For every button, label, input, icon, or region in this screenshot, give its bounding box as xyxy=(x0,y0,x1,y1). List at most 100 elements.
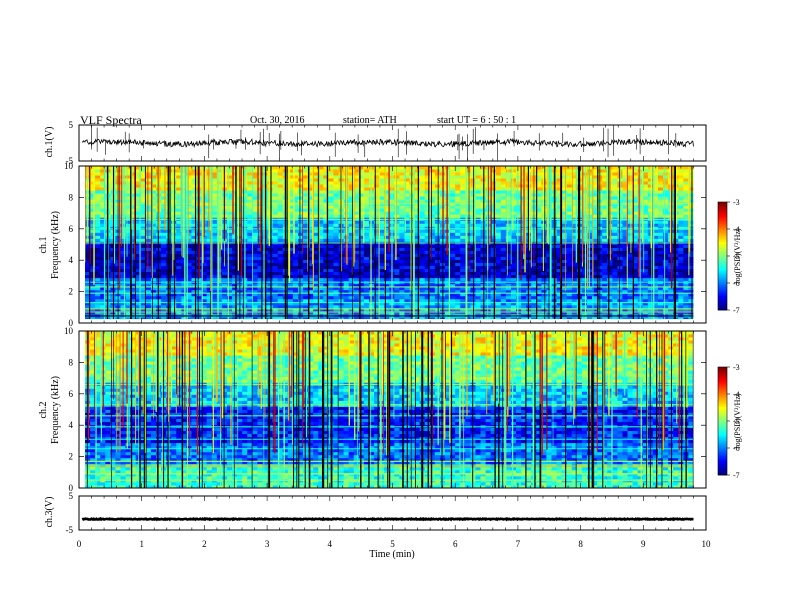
spectrogram-cell xyxy=(668,292,674,297)
spectrogram-cell xyxy=(140,292,147,297)
spectrogram-cell xyxy=(592,265,598,270)
spectrogram-cell xyxy=(414,232,421,236)
spectrogram-cell xyxy=(652,283,659,288)
spectrogram-cell xyxy=(510,256,517,260)
spectrogram-cell xyxy=(90,307,96,312)
spectrogram-cell xyxy=(470,220,476,224)
spectrogram-cell xyxy=(85,274,91,279)
spectrogram-cell xyxy=(561,256,568,260)
spectrogram-cell xyxy=(379,226,385,230)
spectrogram-cell xyxy=(252,289,258,294)
spectrogram-cell xyxy=(100,205,106,209)
spectrogram-cell xyxy=(612,235,618,239)
spectrogram-cell xyxy=(470,250,476,254)
spectrogram-cell xyxy=(632,238,639,242)
spectrogram-cell xyxy=(186,310,192,315)
spectrogram-cell xyxy=(515,247,522,251)
spectrogram-cell xyxy=(323,253,329,257)
spectrogram-cell xyxy=(450,307,456,312)
spectrogram-cell xyxy=(455,205,461,209)
spectrogram-cell xyxy=(308,232,314,236)
spectrogram-cell xyxy=(485,256,492,260)
spectrogram-cell xyxy=(445,271,451,276)
spectrogram-cell xyxy=(445,307,451,312)
spectrogram-cell xyxy=(125,235,132,239)
spectrogram-cell xyxy=(196,289,203,294)
spectrogram-cell xyxy=(201,259,208,264)
spectrogram-cell xyxy=(384,295,390,300)
spectrogram-cell xyxy=(95,298,101,303)
spectrogram-cell xyxy=(627,208,634,212)
spectrogram-cell xyxy=(140,256,147,260)
spectrogram-cell xyxy=(561,238,568,242)
spectrogram-cell xyxy=(272,226,279,230)
spectrogram-cell xyxy=(592,250,598,254)
spectrogram-cell xyxy=(226,265,233,270)
spectrogram-cell xyxy=(145,250,152,254)
spectrogram-cell xyxy=(267,274,274,279)
spectrogram-cell xyxy=(470,247,476,251)
spectrogram-cell xyxy=(171,286,177,291)
spectrogram-cell xyxy=(297,238,304,242)
spectrogram-cell xyxy=(612,253,618,257)
spectrogram-cell xyxy=(358,259,365,264)
spectrogram-cell xyxy=(323,277,329,282)
spectrogram-cell xyxy=(521,289,527,294)
spectrogram-cell xyxy=(176,199,182,203)
spectrogram-cell xyxy=(409,268,415,273)
spectrogram-cell xyxy=(612,274,618,279)
spectrogram-cell xyxy=(536,214,542,218)
spectrogram-cell xyxy=(394,301,400,306)
spectrogram-cell xyxy=(140,259,147,264)
spectrogram-cell xyxy=(150,208,157,212)
spectrogram-cell xyxy=(150,283,157,288)
spectrogram-cell xyxy=(465,223,471,227)
spectrogram-cell xyxy=(688,211,694,215)
spectrogram-cell xyxy=(267,316,274,321)
spectrogram-cell xyxy=(683,292,689,297)
spectrogram-cell xyxy=(688,316,694,321)
spectrogram-cell xyxy=(455,250,461,254)
spectrogram-cell xyxy=(211,229,218,233)
spectrogram-cell xyxy=(394,274,400,279)
spectrogram-cell xyxy=(602,274,608,279)
spectrogram-cell xyxy=(186,307,192,312)
spectrogram-cell xyxy=(465,229,471,233)
spectrogram-cell xyxy=(211,214,218,218)
spectrogram-cell xyxy=(272,256,279,260)
spectrogram-cell xyxy=(475,268,481,273)
spectrogram-cell xyxy=(161,208,167,212)
spectrogram-cell xyxy=(176,214,182,218)
spectrogram-cell xyxy=(323,292,329,297)
spectrogram-cell xyxy=(409,310,415,315)
spectrogram-cell xyxy=(460,289,466,294)
spectrogram-cell xyxy=(252,238,258,242)
spectrogram-cell xyxy=(475,304,481,309)
spectrogram-cell xyxy=(394,298,400,303)
spectrogram-cell xyxy=(384,250,390,254)
spectrogram-cell xyxy=(592,244,598,248)
spectrogram-cell xyxy=(647,292,654,297)
spectrogram-cell xyxy=(287,277,294,282)
spectrogram-cell xyxy=(358,274,365,279)
spectrogram-cell xyxy=(434,208,441,212)
spectrogram-cell xyxy=(343,271,350,276)
spectrogram-cell xyxy=(622,265,628,270)
spectrogram-cell xyxy=(429,304,436,309)
spectrogram-cell xyxy=(384,283,390,288)
spectrogram-cell xyxy=(287,223,294,227)
spectrogram-cell xyxy=(90,292,96,297)
spectrogram-cell xyxy=(627,232,634,236)
spectrogram-cell xyxy=(313,283,319,288)
spectrogram-cell xyxy=(642,250,649,254)
spectrogram-cell xyxy=(368,205,375,209)
spectrogram-cell xyxy=(384,247,390,251)
spectrogram-cell xyxy=(414,283,421,288)
spectrogram-cell xyxy=(232,277,238,282)
spectrogram-cell xyxy=(318,307,324,312)
spectrogram-cell xyxy=(267,298,274,303)
spectrogram-cell xyxy=(353,271,360,276)
spectrogram-cell xyxy=(460,274,466,279)
spectrogram-cell xyxy=(201,301,208,306)
spectrogram-cell xyxy=(252,301,258,306)
